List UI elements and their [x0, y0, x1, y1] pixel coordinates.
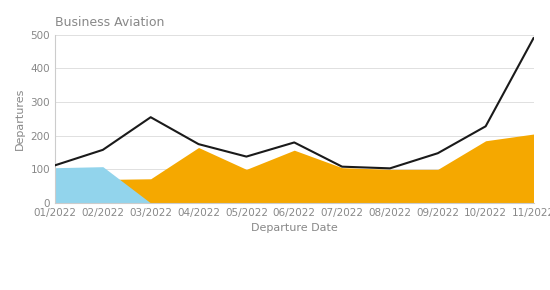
Y-axis label: Departures: Departures: [15, 88, 25, 150]
Text: Business Aviation: Business Aviation: [55, 17, 164, 30]
X-axis label: Departure Date: Departure Date: [251, 223, 338, 233]
